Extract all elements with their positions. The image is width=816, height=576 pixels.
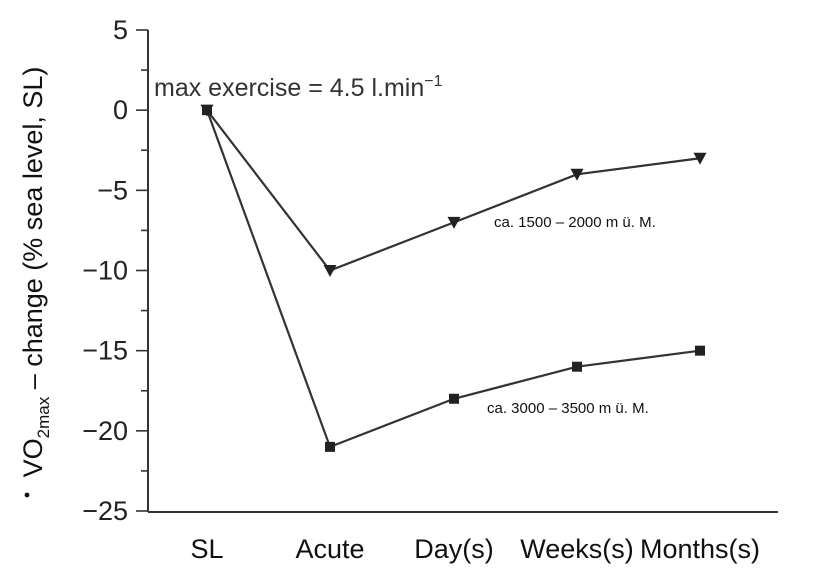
y-tick-label: 5 [113,15,128,45]
y-axis-label-suffix: – change (% sea level, SL) [18,67,48,397]
data-point-triangle [570,168,584,181]
y-tick-label: −10 [82,256,128,286]
y-tick-label: 0 [113,95,128,125]
max-exercise-annotation: max exercise = 4.5 l.min−1 [154,73,443,102]
annotation-text: max exercise = 4.5 l.min [154,74,424,102]
x-tick-label: Day(s) [414,534,494,564]
x-tick-label: SL [190,534,223,564]
y-axis-label-prefix: VO [18,438,48,477]
series-line-1 [206,109,701,272]
data-point-square [449,393,459,404]
x-tick-label: Months(s) [640,534,760,564]
y-tick-label: −5 [97,175,128,205]
data-point-triangle [447,216,461,229]
y-tick-label: −25 [82,496,128,526]
series-group [200,104,707,452]
y-tick-label: −20 [82,416,128,446]
y-tick-label: −15 [82,336,128,366]
data-point-triangle [693,152,707,165]
y-axis-label-dot [24,492,30,498]
data-point-square [695,345,705,356]
data-point-square [325,441,335,452]
x-tick-label: Acute [295,534,364,564]
series-label-1500-2000: ca. 1500 – 2000 m ü. M. [494,214,656,231]
data-point-triangle [323,265,337,277]
x-tick-label: Weeks(s) [520,534,634,564]
y-axis-label: VO2max – change (% sea level, SL) [18,67,53,478]
y-axis-label-subscript: 2max [34,396,53,438]
series-label-3000-3500: ca. 3000 – 3500 m ü. M. [487,400,649,417]
data-point-square [202,105,212,116]
x-tick-labels: SL Acute Day(s) Weeks(s) Months(s) [190,534,760,564]
data-point-square [572,361,582,372]
y-ticks: 5 0 −5 −10 −15 −20 −25 [82,15,148,526]
annotation-superscript: −1 [424,73,442,90]
